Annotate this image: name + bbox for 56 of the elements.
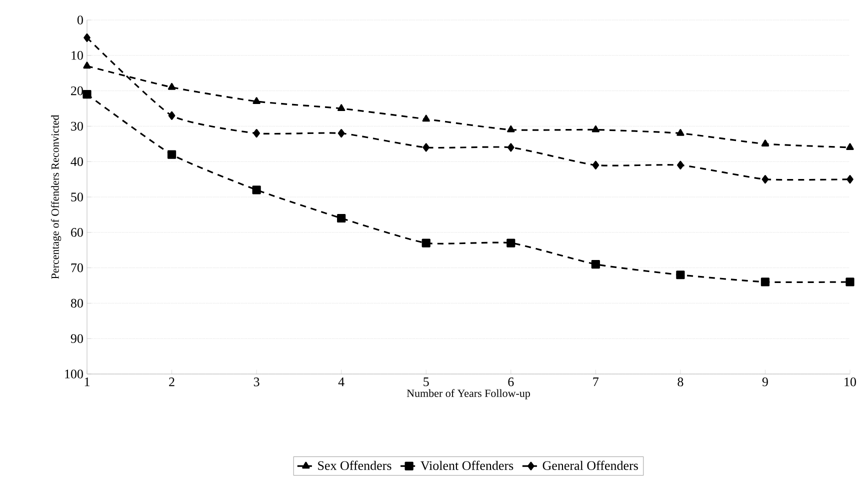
- point: [168, 82, 176, 90]
- x-tick-label: 8: [678, 378, 684, 386]
- point: [422, 114, 430, 122]
- y-tick-label: 90: [70, 334, 83, 343]
- point: [83, 62, 91, 69]
- x-tick-label: 5: [424, 378, 429, 386]
- point: [846, 143, 854, 150]
- x-tick-label: 1: [84, 378, 90, 386]
- point: [337, 214, 346, 223]
- legend-label: Sex Offenders: [318, 460, 392, 470]
- point: [591, 260, 600, 269]
- x-tick-label: 10: [844, 378, 856, 386]
- point: [168, 111, 176, 120]
- point: [507, 125, 515, 132]
- point: [507, 143, 514, 152]
- y-axis-title: Percentage of Offenders Reconvicted: [50, 114, 62, 279]
- point: [252, 186, 261, 194]
- point: [592, 160, 600, 170]
- x-tick-label: 6: [508, 378, 514, 386]
- y-tick-label: 40: [70, 157, 83, 166]
- legend-label: General Offenders: [542, 460, 638, 470]
- point: [338, 128, 345, 138]
- point: [84, 33, 90, 42]
- x-tick-label: 4: [338, 378, 344, 386]
- point: [82, 90, 92, 99]
- y-tick-label: 10: [72, 51, 83, 60]
- point: [253, 128, 260, 138]
- point: [846, 278, 854, 286]
- point: [338, 104, 346, 112]
- y-tick-label: 100: [65, 370, 83, 378]
- y-tick-label: 20: [71, 86, 83, 96]
- point: [677, 160, 684, 170]
- y-tick-label: 50: [71, 192, 83, 202]
- point: [761, 140, 770, 146]
- x-tick-label: 7: [593, 378, 599, 386]
- x-tick-label: 9: [762, 378, 768, 386]
- point: [422, 238, 430, 248]
- y-tick-label: 60: [71, 228, 83, 237]
- y-tick-label: 80: [70, 298, 83, 308]
- y-tick-label: 0: [77, 16, 83, 24]
- x-axis-title: Number of Years Follow-up: [406, 389, 530, 400]
- y-tick-label: 30: [71, 122, 83, 131]
- x-tick-label: 2: [169, 378, 174, 386]
- point: [760, 278, 770, 286]
- point: [592, 125, 600, 132]
- point: [676, 270, 685, 280]
- legend-label: Violent Offenders: [420, 460, 514, 470]
- point: [252, 97, 260, 104]
- point: [422, 143, 430, 152]
- x-tick-label: 3: [254, 378, 260, 386]
- y-tick-label: 70: [71, 263, 83, 272]
- point: [762, 175, 769, 184]
- point: [167, 150, 176, 159]
- point: [676, 128, 684, 136]
- point: [506, 238, 516, 248]
- point: [846, 175, 854, 184]
